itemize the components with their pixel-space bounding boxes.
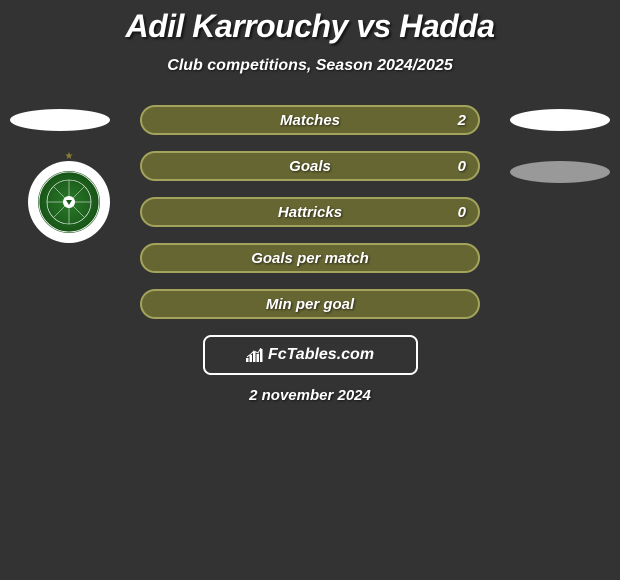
- footer-brand: FcTables.com: [246, 346, 374, 364]
- page-container: Adil Karrouchy vs Hadda Club competition…: [0, 0, 620, 404]
- club-logo: ★: [28, 161, 110, 243]
- stats-area: ★ Matches 2 Goals 0 Hattricks 0 Goals per matc…: [0, 105, 620, 404]
- page-title: Adil Karrouchy vs Hadda: [0, 8, 620, 45]
- club-crest-icon: [38, 171, 100, 233]
- footer-brand-text: FcTables.com: [268, 346, 374, 364]
- stat-row: Hattricks 0: [140, 197, 480, 227]
- club-logo-star-icon: ★: [65, 151, 74, 162]
- footer-date: 2 november 2024: [0, 387, 620, 404]
- player-left-badge-ellipse: [10, 109, 110, 131]
- stat-row: Goals per match: [140, 243, 480, 273]
- bar-chart-icon: [246, 348, 264, 362]
- stat-label: Min per goal: [266, 296, 354, 313]
- stat-label: Goals: [289, 158, 331, 175]
- player-right-badge-ellipse-2: [510, 161, 610, 183]
- stat-value: 2: [458, 112, 466, 129]
- player-right-badge-ellipse-1: [510, 109, 610, 131]
- stat-value: 0: [458, 204, 466, 221]
- club-logo-inner-icon: [38, 171, 100, 233]
- stat-row: Matches 2: [140, 105, 480, 135]
- stat-label: Matches: [280, 112, 340, 129]
- stat-row: Min per goal: [140, 289, 480, 319]
- footer-brand-box[interactable]: FcTables.com: [203, 335, 418, 375]
- stat-label: Goals per match: [251, 250, 369, 267]
- stat-label: Hattricks: [278, 204, 342, 221]
- page-subtitle: Club competitions, Season 2024/2025: [0, 57, 620, 75]
- stat-value: 0: [458, 158, 466, 175]
- stat-row: Goals 0: [140, 151, 480, 181]
